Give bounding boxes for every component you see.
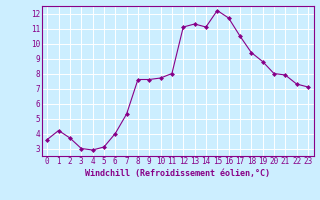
X-axis label: Windchill (Refroidissement éolien,°C): Windchill (Refroidissement éolien,°C)	[85, 169, 270, 178]
